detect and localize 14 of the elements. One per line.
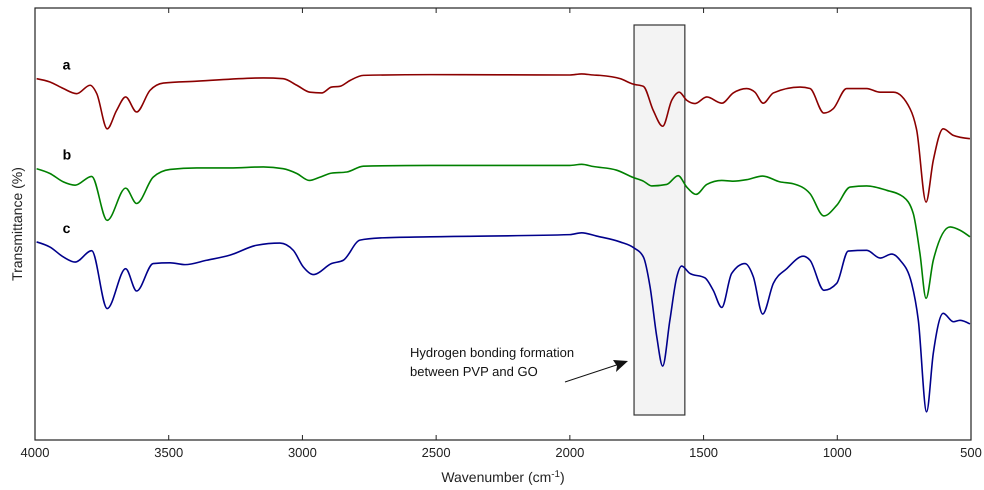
y-axis-title: Transmittance (%): [9, 167, 25, 281]
x-tick-label: 4000: [20, 445, 50, 460]
x-tick-label: 1000: [822, 445, 852, 460]
annotation: Hydrogen bonding formation between PVP and GO: [410, 345, 574, 379]
x-tick-label: 2000: [555, 445, 584, 460]
x-tick-label: 3000: [288, 445, 317, 460]
series-label: c: [62, 220, 71, 236]
x-axis-title: Wavenumber (cm$^{-1}$): [441, 468, 565, 485]
series-label: a: [62, 56, 71, 73]
x-tick-label: 3500: [154, 445, 184, 460]
x-tick-label: 500: [960, 445, 982, 460]
x-tick-label: 1500: [689, 445, 718, 460]
x-tick-label: 2500: [422, 445, 451, 460]
series-label: b: [62, 146, 72, 163]
